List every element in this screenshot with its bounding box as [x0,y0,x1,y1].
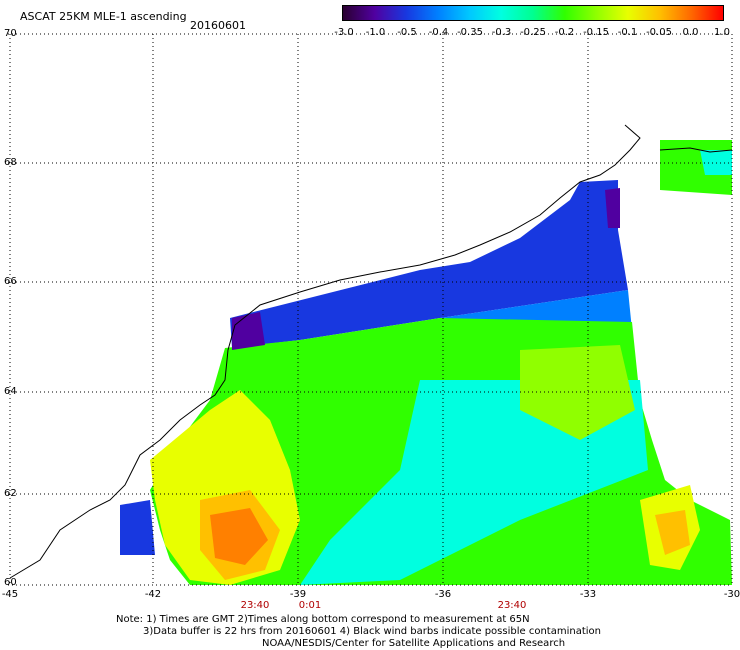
lon-label-39: -39 [289,589,307,600]
lon-label-45: -45 [1,589,19,600]
lat-label-66: 66 [4,276,17,287]
time-label-3: 23:40 [497,600,527,611]
colorbar-label: -1.0 [365,27,386,38]
note-line-1: Note: 1) Times are GMT 2)Times along bot… [116,614,530,625]
map-date: 20160601 [190,19,246,32]
lat-label-62: 62 [4,488,17,499]
lon-label-42: -42 [144,589,162,600]
colorbar-label: -3.0 [334,27,354,38]
lat-label-64: 64 [4,386,17,397]
colorbar-label: -0.2 [554,27,575,38]
colorbar-label: -0.3 [491,27,512,38]
colorbar-label: -0.35 [457,27,483,38]
lon-label-30: -30 [723,589,740,600]
colorbar-label: -0.25 [520,27,546,38]
colorbar-label: -0.4 [428,27,449,38]
colorbar-label: 1.0 [714,27,730,38]
note-line-2: 3)Data buffer is 22 hrs from 20160601 4)… [143,626,601,637]
time-label-2: 0:01 [298,600,322,611]
colorbar-label: 0.0 [682,27,699,38]
colorbar [342,5,724,21]
colorbar-label: -0.15 [583,27,609,38]
colorbar-label: -0.1 [617,27,638,38]
lat-label-60: 60 [4,577,17,588]
lon-label-36: -36 [434,589,452,600]
lat-label-68: 68 [4,157,17,168]
lon-label-33: -33 [579,589,597,600]
time-label-1: 23:40 [240,600,270,611]
colorbar-label: -0.05 [646,27,672,38]
map-title: ASCAT 25KM MLE-1 ascending [20,10,187,23]
note-line-3: NOAA/NESDIS/Center for Satellite Applica… [262,638,566,649]
lat-label-70: 70 [4,28,17,39]
colorbar-label: -0.5 [397,27,417,38]
